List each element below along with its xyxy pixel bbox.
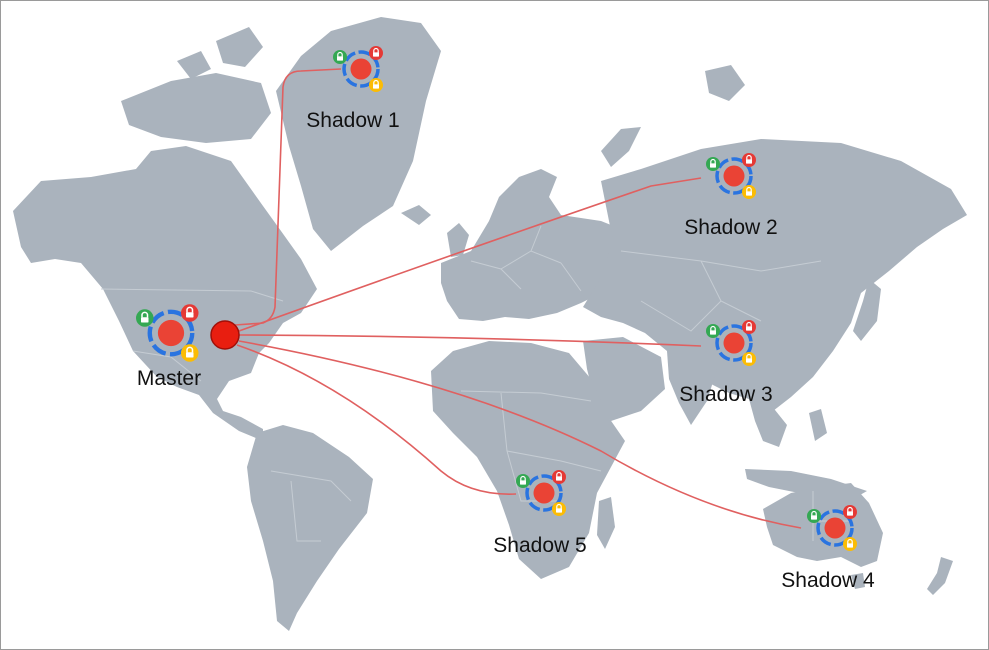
- red-padlock-icon: [843, 505, 857, 519]
- arctic-island: [216, 27, 263, 67]
- ring-icon: [816, 509, 854, 547]
- south-america: [247, 425, 373, 631]
- ring-icon: [525, 474, 563, 512]
- replication-links: [234, 68, 802, 529]
- great-britain: [447, 223, 469, 257]
- yellow-padlock-icon: [369, 78, 383, 92]
- core-icon: [533, 482, 555, 504]
- link-shadow4: [238, 340, 802, 529]
- link-shadow2: [238, 177, 702, 332]
- green-padlock-icon: [136, 309, 154, 327]
- core-icon: [350, 58, 372, 80]
- shadow-5-label: Shadow 5: [493, 534, 587, 557]
- yellow-padlock-icon: [181, 344, 199, 362]
- scandinavia: [489, 169, 557, 221]
- yellow-padlock-icon: [742, 185, 756, 199]
- ring-icon: [342, 50, 380, 88]
- core-icon: [723, 332, 745, 354]
- core-icon: [824, 517, 846, 539]
- green-padlock-icon: [807, 509, 821, 523]
- link-shadow5: [236, 344, 517, 495]
- yellow-padlock-icon: [843, 537, 857, 551]
- indochina: [749, 399, 787, 447]
- madagascar: [597, 497, 615, 549]
- green-padlock-icon: [516, 474, 530, 488]
- landmass: [13, 17, 967, 631]
- green-padlock-icon: [333, 50, 347, 64]
- us-mexico-border: [132, 350, 202, 382]
- europe-borders: [470, 225, 582, 292]
- shadow2-node-icon: [706, 153, 756, 199]
- arctic-islands: [121, 73, 271, 143]
- novaya-zemlya: [601, 127, 641, 167]
- shadow4-node-icon: [807, 505, 857, 551]
- europe: [441, 183, 631, 321]
- arctic-siberia: [705, 65, 745, 101]
- yellow-padlock-icon: [742, 352, 756, 366]
- japan: [853, 279, 881, 341]
- replica-nodes: [136, 46, 857, 551]
- philippines: [809, 409, 827, 441]
- core-icon: [723, 165, 745, 187]
- red-padlock-icon: [181, 304, 199, 322]
- yellow-padlock-icon: [552, 502, 566, 516]
- tasmania: [851, 573, 865, 589]
- core-icon: [157, 319, 185, 347]
- red-padlock-icon: [742, 320, 756, 334]
- origin-dot-icon: [210, 320, 240, 350]
- shadow-4-label: Shadow 4: [781, 569, 875, 592]
- north-america: [13, 146, 317, 441]
- arabia: [583, 337, 665, 421]
- ring-icon: [715, 324, 753, 362]
- red-padlock-icon: [742, 153, 756, 167]
- kamchatka: [901, 191, 931, 247]
- asia-borders: [620, 250, 822, 332]
- arctic-island: [177, 51, 211, 79]
- south-america-borders: [270, 470, 352, 542]
- australia: [763, 483, 883, 567]
- shadow3-node-icon: [706, 320, 756, 366]
- green-padlock-icon: [706, 324, 720, 338]
- shadow-3-label: Shadow 3: [679, 383, 773, 406]
- shadow-1-label: Shadow 1: [306, 109, 400, 132]
- asia: [583, 139, 967, 411]
- red-padlock-icon: [552, 470, 566, 484]
- ring-icon: [715, 157, 753, 195]
- link-shadow3: [238, 334, 702, 347]
- red-padlock-icon: [369, 46, 383, 60]
- green-padlock-icon: [706, 157, 720, 171]
- master-label: Master: [136, 367, 202, 390]
- us-canada-border: [100, 288, 284, 302]
- new-zealand: [927, 557, 953, 595]
- iceland: [401, 205, 431, 225]
- greenland: [276, 17, 441, 251]
- shadow1-node-icon: [333, 46, 383, 92]
- shadow-2-label: Shadow 2: [684, 216, 778, 239]
- master-node-icon: [136, 304, 199, 362]
- shadow5-node-icon: [516, 470, 566, 516]
- india: [667, 351, 717, 425]
- ring-icon: [147, 309, 195, 357]
